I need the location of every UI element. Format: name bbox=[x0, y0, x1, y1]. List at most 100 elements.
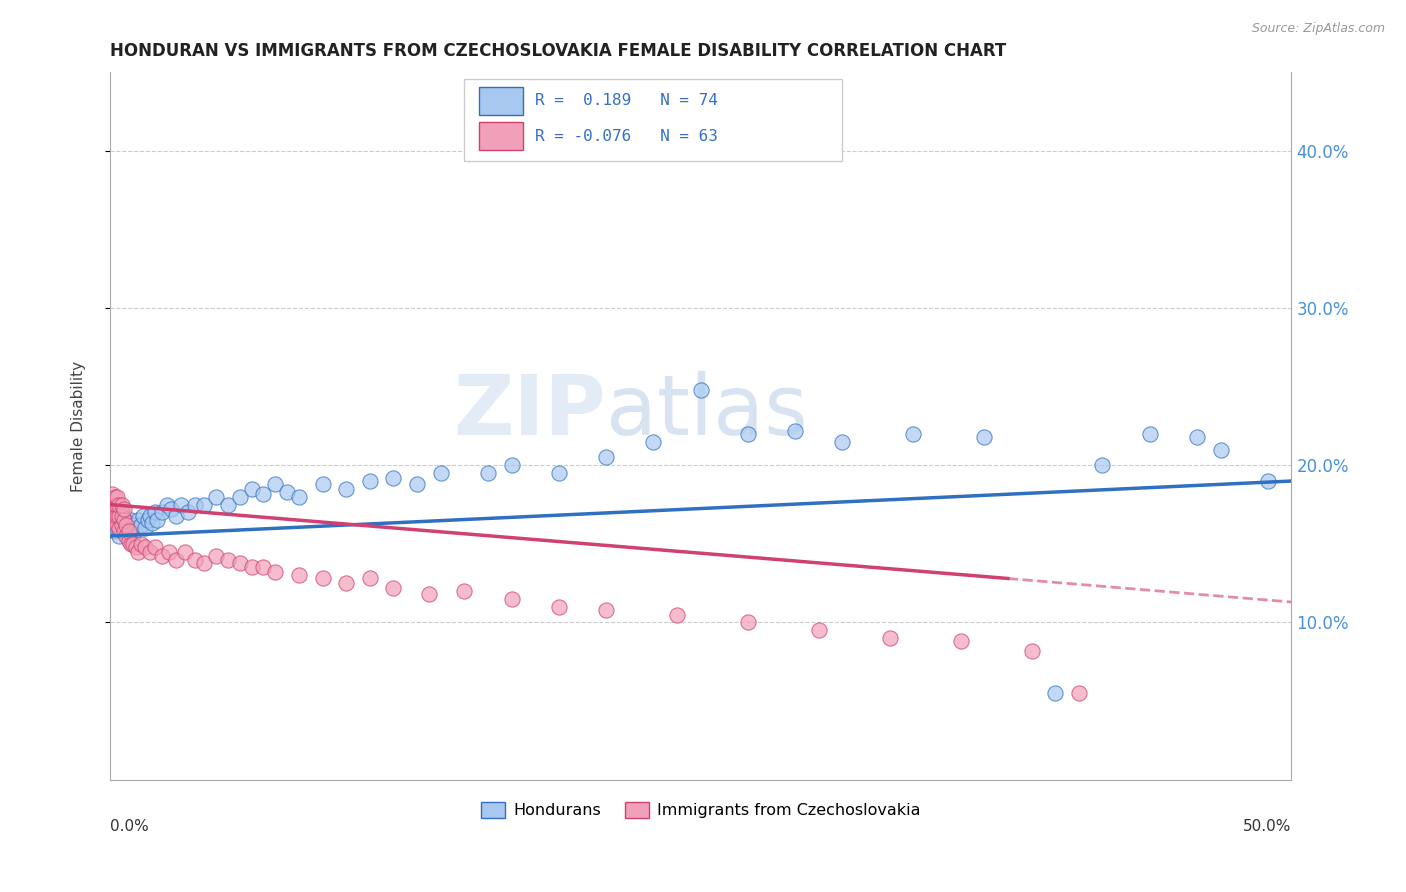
Point bbox=[240, 560, 263, 574]
Point bbox=[382, 581, 405, 595]
Point bbox=[111, 524, 134, 539]
Point bbox=[165, 552, 187, 566]
Point bbox=[252, 560, 274, 574]
Point bbox=[165, 508, 187, 523]
Point bbox=[111, 515, 134, 529]
Point bbox=[115, 529, 138, 543]
Point bbox=[150, 506, 173, 520]
Point bbox=[120, 513, 142, 527]
Point bbox=[103, 498, 125, 512]
Point bbox=[105, 490, 128, 504]
Point bbox=[101, 498, 124, 512]
Point bbox=[229, 556, 252, 570]
Point bbox=[1257, 474, 1279, 488]
Point bbox=[146, 513, 169, 527]
Point bbox=[184, 552, 207, 566]
Point bbox=[193, 556, 215, 570]
Point bbox=[1043, 686, 1066, 700]
Point bbox=[193, 498, 215, 512]
Point bbox=[501, 458, 523, 473]
Text: 0.0%: 0.0% bbox=[110, 819, 149, 833]
Point bbox=[252, 486, 274, 500]
Point bbox=[122, 537, 145, 551]
Point bbox=[217, 552, 239, 566]
Point bbox=[737, 615, 759, 630]
Point bbox=[122, 518, 145, 533]
Point bbox=[103, 506, 125, 520]
Point bbox=[108, 521, 131, 535]
Point bbox=[105, 499, 128, 513]
Point bbox=[406, 477, 429, 491]
Point bbox=[595, 450, 617, 465]
Point bbox=[101, 502, 124, 516]
Point bbox=[129, 537, 152, 551]
Point bbox=[501, 591, 523, 606]
Point bbox=[311, 477, 333, 491]
Point bbox=[111, 518, 134, 533]
Point bbox=[134, 521, 156, 535]
Point bbox=[118, 533, 141, 548]
Point bbox=[418, 587, 440, 601]
Point bbox=[132, 508, 155, 523]
Point bbox=[101, 508, 124, 523]
Point bbox=[105, 498, 128, 512]
Point bbox=[122, 529, 145, 543]
Point bbox=[127, 545, 149, 559]
Point bbox=[105, 510, 128, 524]
Point bbox=[115, 518, 138, 533]
Point bbox=[108, 518, 131, 533]
Point bbox=[105, 508, 128, 523]
Point bbox=[174, 545, 197, 559]
Point bbox=[105, 518, 128, 533]
Point bbox=[807, 624, 830, 638]
Legend: Hondurans, Immigrants from Czechoslovakia: Hondurans, Immigrants from Czechoslovaki… bbox=[475, 796, 927, 825]
Point bbox=[184, 498, 207, 512]
Y-axis label: Female Disability: Female Disability bbox=[72, 360, 86, 491]
Text: R =  0.189   N = 74: R = 0.189 N = 74 bbox=[536, 94, 718, 108]
Point bbox=[115, 524, 138, 539]
Point bbox=[547, 599, 569, 614]
Point bbox=[229, 490, 252, 504]
Point bbox=[240, 482, 263, 496]
Point bbox=[643, 434, 665, 449]
Point bbox=[879, 631, 901, 645]
Point bbox=[115, 515, 138, 529]
Point bbox=[547, 466, 569, 480]
Point bbox=[1091, 458, 1114, 473]
Point bbox=[335, 576, 357, 591]
Point bbox=[101, 486, 124, 500]
Point bbox=[120, 524, 142, 539]
Point bbox=[112, 524, 135, 539]
Point bbox=[118, 524, 141, 539]
Point bbox=[127, 513, 149, 527]
Point bbox=[108, 498, 131, 512]
Point bbox=[160, 502, 183, 516]
Point bbox=[1185, 430, 1208, 444]
Point bbox=[831, 434, 853, 449]
Point bbox=[103, 513, 125, 527]
Point bbox=[382, 471, 405, 485]
Point bbox=[1139, 426, 1161, 441]
Point bbox=[157, 545, 180, 559]
Point bbox=[112, 512, 135, 526]
Point bbox=[143, 540, 166, 554]
Point bbox=[155, 498, 177, 512]
Point bbox=[595, 603, 617, 617]
Point bbox=[170, 498, 193, 512]
Point bbox=[125, 521, 148, 535]
Point bbox=[288, 490, 311, 504]
Point bbox=[217, 498, 239, 512]
Point bbox=[359, 572, 381, 586]
Point bbox=[949, 634, 972, 648]
Point bbox=[103, 490, 125, 504]
Point bbox=[429, 466, 451, 480]
Point bbox=[737, 426, 759, 441]
Point bbox=[141, 516, 163, 531]
Point bbox=[112, 521, 135, 535]
Point bbox=[264, 477, 287, 491]
Point bbox=[1021, 644, 1043, 658]
Text: atlas: atlas bbox=[606, 371, 808, 452]
Point bbox=[205, 490, 228, 504]
Point bbox=[136, 513, 159, 527]
Point bbox=[101, 502, 124, 516]
